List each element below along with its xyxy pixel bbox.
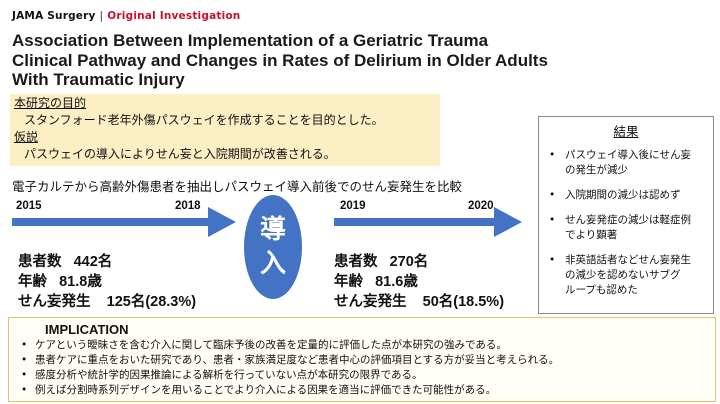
result-line: の発生が減少	[565, 164, 628, 176]
article-type: Original Investigation	[107, 10, 241, 22]
pre-period-arrow	[12, 207, 236, 237]
pre-year-start: 2015	[16, 200, 42, 212]
pre-year-end: 2018	[175, 200, 201, 212]
bullet-icon: •	[549, 189, 556, 201]
result-line: パスウェイ導入後にせん妄	[565, 149, 691, 161]
implication-list: • ケアという曖昧さを含む介入に関して臨床予後の改善を定量的に評価した点が本研究の…	[21, 338, 559, 398]
journal-name: JAMA Surgery	[12, 10, 96, 22]
post-year-end: 2020	[468, 200, 494, 212]
article-title: Association Between Implementation of a …	[12, 31, 548, 90]
implication-item: • ケアという曖昧さを含む介入に関して臨床予後の改善を定量的に評価した点が本研究の…	[21, 338, 559, 353]
result-line: 入院期間の減少は認めず	[565, 189, 681, 201]
purpose-box: 本研究の目的 スタンフォード老年外傷パスウェイを作成することを目的とした。 仮説…	[10, 94, 440, 166]
bullet-icon: •	[549, 214, 556, 226]
intervention-oval: 導 入	[244, 195, 302, 299]
post-year-start: 2019	[340, 200, 366, 212]
result-line: 非英語話者などせん妄発生	[565, 254, 691, 266]
post-delirium-label: せん妄発生	[334, 294, 407, 310]
result-item: • 入院期間の減少は認めず	[549, 188, 707, 203]
post-age-value: 81.6歳	[375, 274, 418, 290]
journal-header: JAMA Surgery | Original Investigation	[12, 10, 240, 22]
post-delirium-value: 50名(18.5%)	[422, 294, 505, 310]
results-box: 結果 • パスウェイ導入後にせん妄 の発生が減少 • 入院期間の減少は認めず •…	[538, 116, 714, 314]
journal-separator: |	[99, 10, 104, 22]
pre-stats: 患者数 442名 年齢 81.8歳 せん妄発生 125名(28.3%)	[18, 252, 196, 312]
implication-box: IMPLICATION • ケアという曖昧さを含む介入に関して臨床予後の改善を定量…	[8, 317, 716, 402]
result-item: • パスウェイ導入後にせん妄 の発生が減少	[549, 148, 707, 178]
pre-patients-label: 患者数	[18, 254, 62, 270]
post-period-arrow	[334, 207, 522, 237]
purpose-text: スタンフォード老年外傷パスウェイを作成することを目的とした。	[24, 113, 384, 127]
pre-age-label: 年齢	[18, 274, 47, 290]
implication-text: 感度分析や統計学的因果推論による解析を行っていない点が本研究の限界である。	[35, 369, 423, 381]
result-item: • せん妄発症の減少は軽症例 でより顕著	[549, 213, 707, 243]
bullet-icon: •	[549, 254, 556, 266]
purpose-heading: 本研究の目的	[14, 96, 87, 110]
result-line: ループも認めた	[565, 284, 638, 296]
title-line: Clinical Pathway and Changes in Rates of…	[12, 50, 548, 70]
pre-age-value: 81.8歳	[59, 274, 102, 290]
hypothesis-text: パスウェイの導入によりせん妄と入院期間が改善される。	[24, 147, 336, 161]
pre-delirium-label: せん妄発生	[18, 294, 91, 310]
title-line: With Traumatic Injury	[12, 70, 185, 89]
implication-text: ケアという曖昧さを含む介入に関して臨床予後の改善を定量的に評価した点が本研究の強…	[35, 339, 507, 351]
post-age-label: 年齢	[334, 274, 363, 290]
result-line: の減少を認めないサブグ	[565, 269, 681, 281]
title-line: Association Between Implementation of a …	[12, 31, 489, 50]
bullet-icon: •	[21, 354, 28, 366]
implication-item: • 患者ケアに重点をおいた研究であり、患者・家族満足度など患者中心の評価項目とする…	[21, 353, 559, 368]
implication-text: 例えば分割時系列デザインを用いることでより介入による因果を適当に評価できた可能性…	[35, 384, 497, 396]
bullet-icon: •	[21, 369, 28, 381]
results-list: • パスウェイ導入後にせん妄 の発生が減少 • 入院期間の減少は認めず • せん…	[539, 148, 713, 298]
pre-delirium-value: 125名(28.3%)	[106, 294, 197, 310]
post-stats: 患者数 270名 年齢 81.6歳 せん妄発生 50名(18.5%)	[334, 252, 504, 312]
implication-text: 患者ケアに重点をおいた研究であり、患者・家族満足度など患者中心の評価項目とする方…	[35, 354, 560, 366]
bullet-icon: •	[549, 149, 556, 161]
implication-item: • 感度分析や統計学的因果推論による解析を行っていない点が本研究の限界である。	[21, 368, 559, 383]
result-line: でより顕著	[565, 229, 618, 241]
implication-item: • 例えば分割時系列デザインを用いることでより介入による因果を適当に評価できた可能…	[21, 383, 559, 398]
intervention-char: 導	[259, 215, 286, 245]
bullet-icon: •	[21, 384, 28, 396]
post-patients-value: 270名	[389, 254, 429, 270]
hypothesis-heading: 仮説	[14, 130, 39, 144]
result-line: せん妄発症の減少は軽症例	[565, 214, 691, 226]
intervention-char: 入	[259, 249, 286, 279]
study-description: 電子カルテから高齢外傷患者を抽出しパスウェイ導入前後でのせん妄発生を比較	[12, 179, 463, 194]
result-item: • 非英語話者などせん妄発生 の減少を認めないサブグ ループも認めた	[549, 253, 707, 298]
implication-heading: IMPLICATION	[45, 322, 129, 337]
results-heading: 結果	[613, 124, 639, 139]
bullet-icon: •	[21, 339, 28, 351]
pre-patients-value: 442名	[73, 254, 113, 270]
post-patients-label: 患者数	[334, 254, 378, 270]
